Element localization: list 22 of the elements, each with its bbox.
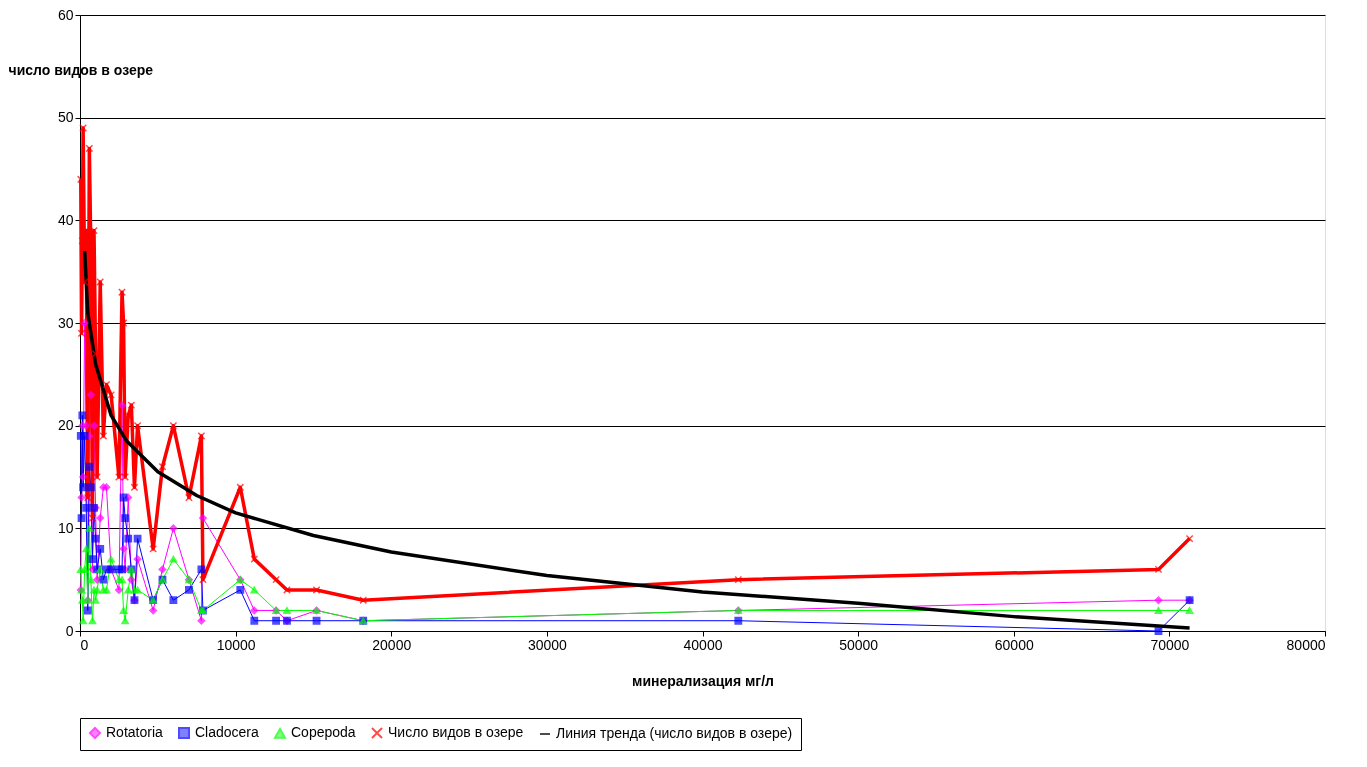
x-tick-label: 20000 xyxy=(372,636,412,653)
x-tick-label: 80000 xyxy=(1286,636,1326,653)
y-tick-label: 30 xyxy=(57,314,74,331)
y-tick-label: 40 xyxy=(57,211,74,228)
x-tick-label: 50000 xyxy=(839,636,879,653)
y-tick-label: 0 xyxy=(65,622,74,639)
x-tick-label: 0 xyxy=(80,636,89,653)
x-axis-title: минерализация мг/л xyxy=(632,672,774,689)
x-tick-label: 40000 xyxy=(683,636,723,653)
x-tick-label: 70000 xyxy=(1150,636,1190,653)
legend-label: Copepoda xyxy=(291,724,356,741)
y-tick-label: 10 xyxy=(57,519,74,536)
x-tick-label: 60000 xyxy=(994,636,1034,653)
legend-label: Cladocera xyxy=(195,724,260,740)
legend-label: Число видов в озере xyxy=(388,724,524,740)
x-tick-label: 10000 xyxy=(216,636,256,653)
y-tick-label: 60 xyxy=(57,6,74,23)
legend-label: Rotatoria xyxy=(106,724,164,740)
y-tick-label: 50 xyxy=(57,109,74,126)
x-tick-label: 30000 xyxy=(527,636,568,653)
legend-label: Линия тренда (число видов в озере) xyxy=(556,725,793,741)
y-tick-label: 20 xyxy=(57,417,74,434)
